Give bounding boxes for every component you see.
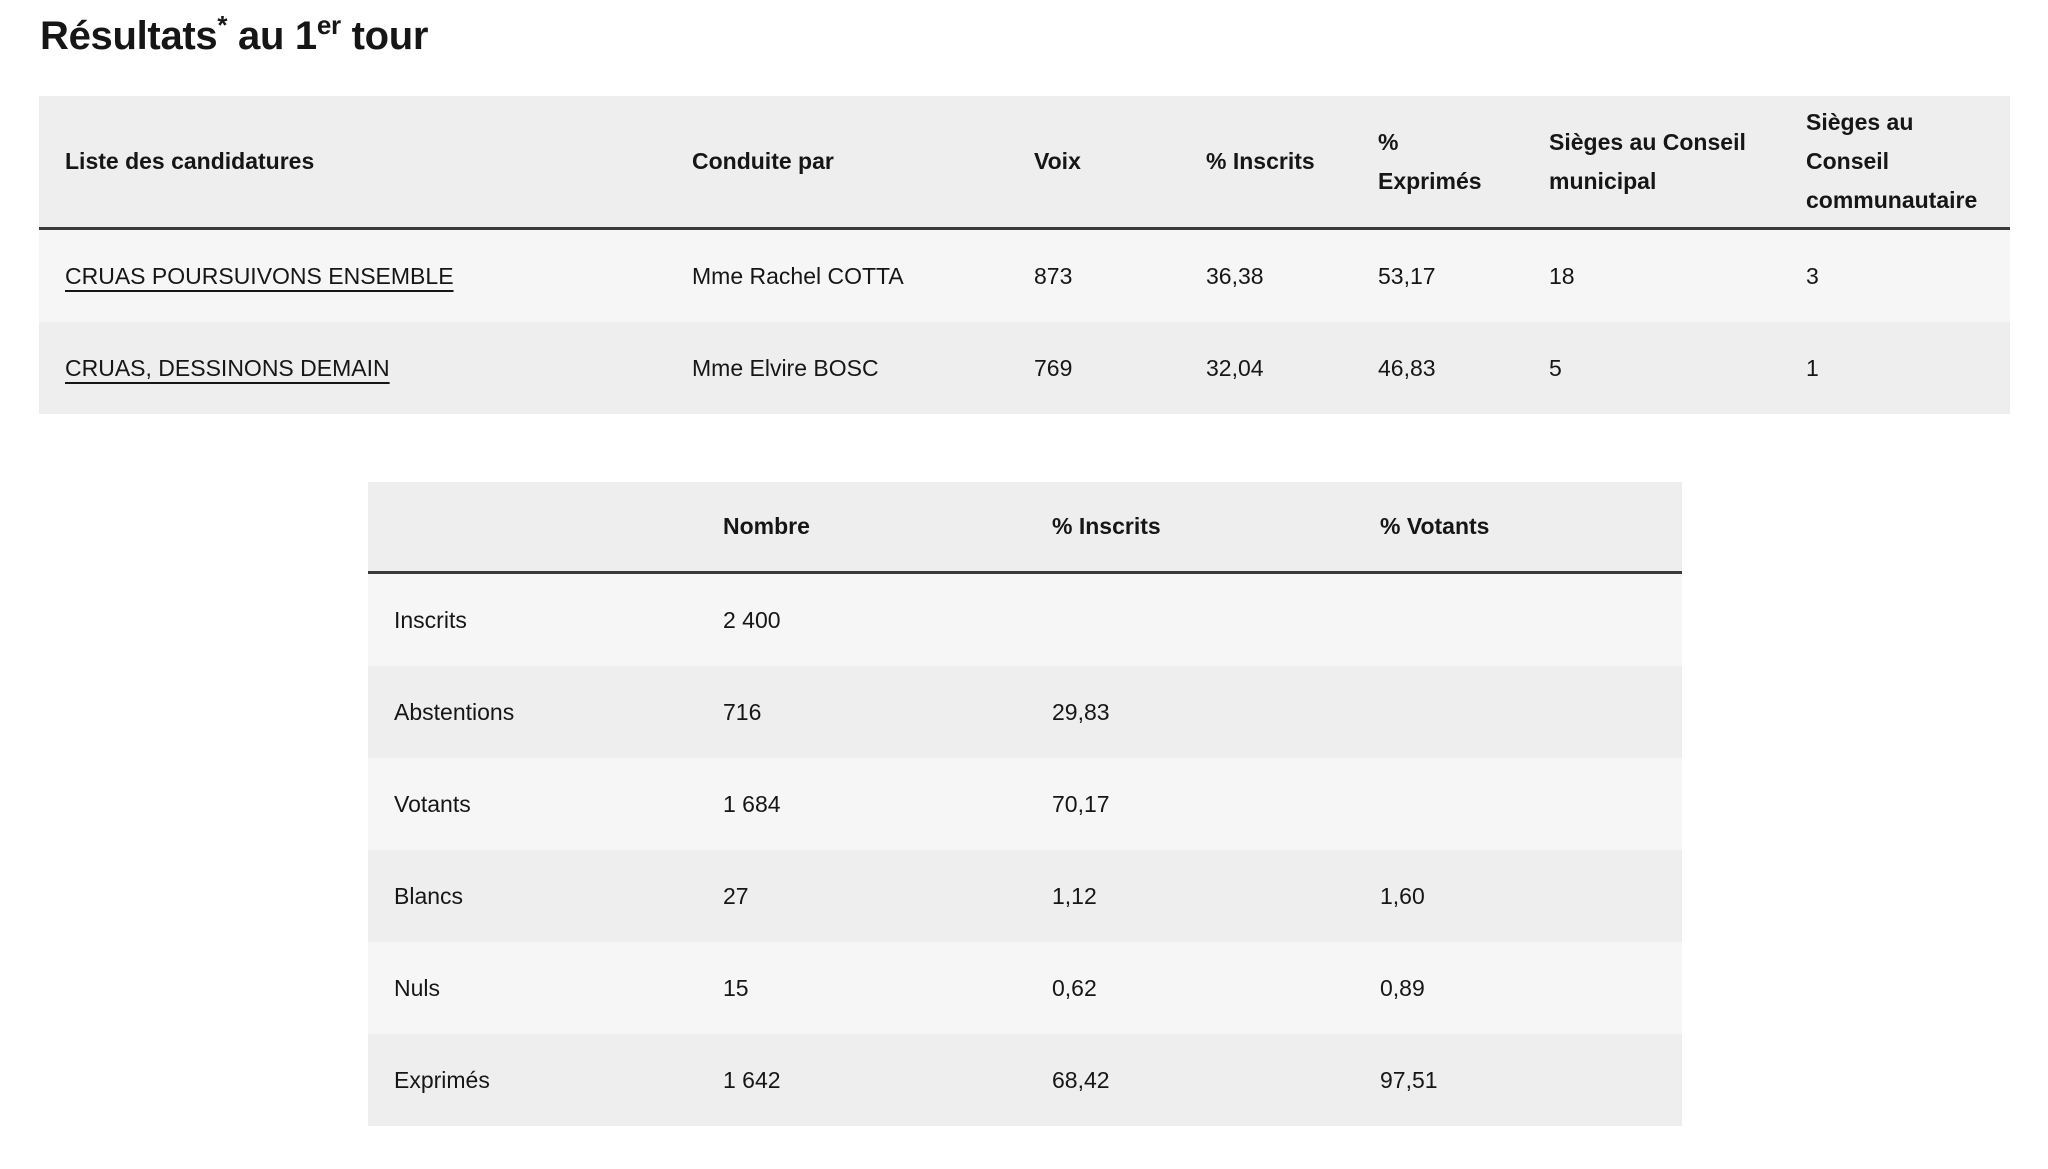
column-header: Nombre: [697, 482, 1026, 574]
table-cell: 53,17: [1352, 228, 1523, 322]
candidate-list-link[interactable]: CRUAS, DESSINONS DEMAIN: [65, 354, 390, 381]
table-cell: CRUAS, DESSINONS DEMAIN: [39, 322, 666, 414]
table-cell: 15: [697, 942, 1026, 1034]
table-row: Blancs 27 1,12 1,60: [368, 850, 1682, 942]
table-cell: Mme Elvire BOSC: [666, 322, 1008, 414]
table-cell: 1 684: [697, 758, 1026, 850]
column-header: Sièges au Conseil communautaire: [1780, 96, 2010, 230]
table-cell: 2 400: [697, 572, 1026, 666]
table-cell: Mme Rachel COTTA: [666, 228, 1008, 322]
column-header: Liste des candidatures: [39, 96, 666, 230]
table-cell: [1354, 666, 1682, 758]
table-cell: 0,62: [1026, 942, 1354, 1034]
table-cell: Abstentions: [368, 666, 697, 758]
table-header-row: Nombre% Inscrits% Votants: [368, 482, 1682, 574]
column-header: Conduite par: [666, 96, 1008, 230]
table-cell: 97,51: [1354, 1034, 1682, 1126]
table-row: CRUAS POURSUIVONS ENSEMBLE Mme Rachel COT…: [39, 228, 2010, 322]
summary-table: Nombre% Inscrits% Votants Inscrits 2 400 A…: [368, 482, 1682, 1126]
table-cell: [1354, 758, 1682, 850]
table-row: Votants 1 684 70,17: [368, 758, 1682, 850]
table-cell: 18: [1523, 228, 1780, 322]
page-title: Résultats* au 1er tour: [40, 10, 429, 58]
table-cell: 36,38: [1180, 228, 1352, 322]
column-header: % Votants: [1354, 482, 1682, 574]
table-cell: 46,83: [1352, 322, 1523, 414]
table-cell: Blancs: [368, 850, 697, 942]
table-row: Abstentions 716 29,83: [368, 666, 1682, 758]
table-header-row: Liste des candidatures Conduite par Voix% …: [39, 96, 2010, 230]
table-cell: 5: [1523, 322, 1780, 414]
column-header: % Inscrits: [1026, 482, 1354, 574]
table-cell: Inscrits: [368, 572, 697, 666]
column-header: Voix: [1008, 96, 1180, 230]
table-row: Nuls 15 0,62 0,89: [368, 942, 1682, 1034]
table-cell: 0,89: [1354, 942, 1682, 1034]
column-header: % Inscrits: [1180, 96, 1352, 230]
table-cell: 29,83: [1026, 666, 1354, 758]
table-cell: CRUAS POURSUIVONS ENSEMBLE: [39, 228, 666, 322]
table-row: Inscrits 2 400: [368, 572, 1682, 666]
table-cell: Exprimés: [368, 1034, 697, 1126]
table-cell: [1026, 572, 1354, 666]
table-cell: 716: [697, 666, 1026, 758]
candidates-table: Liste des candidatures Conduite par Voix% …: [39, 96, 2010, 414]
table-cell: Votants: [368, 758, 697, 850]
table-cell: 32,04: [1180, 322, 1352, 414]
table-row: Exprimés 1 642 68,42 97,51: [368, 1034, 1682, 1126]
table-cell: 27: [697, 850, 1026, 942]
column-header: % Exprimés: [1352, 96, 1523, 230]
table-cell: 70,17: [1026, 758, 1354, 850]
table-cell: 68,42: [1026, 1034, 1354, 1126]
table-row: CRUAS, DESSINONS DEMAIN Mme Elvire BOSC 76…: [39, 322, 2010, 414]
table-cell: 1 642: [697, 1034, 1026, 1126]
table-cell: 769: [1008, 322, 1180, 414]
table-cell: 1,60: [1354, 850, 1682, 942]
table-cell: [1354, 572, 1682, 666]
table-cell: 3: [1780, 228, 2010, 322]
table-cell: 873: [1008, 228, 1180, 322]
table-cell: Nuls: [368, 942, 697, 1034]
column-header: Sièges au Conseil municipal: [1523, 96, 1780, 230]
table-cell: 1: [1780, 322, 2010, 414]
column-header: [368, 482, 697, 574]
candidate-list-link[interactable]: CRUAS POURSUIVONS ENSEMBLE: [65, 262, 454, 289]
table-cell: 1,12: [1026, 850, 1354, 942]
